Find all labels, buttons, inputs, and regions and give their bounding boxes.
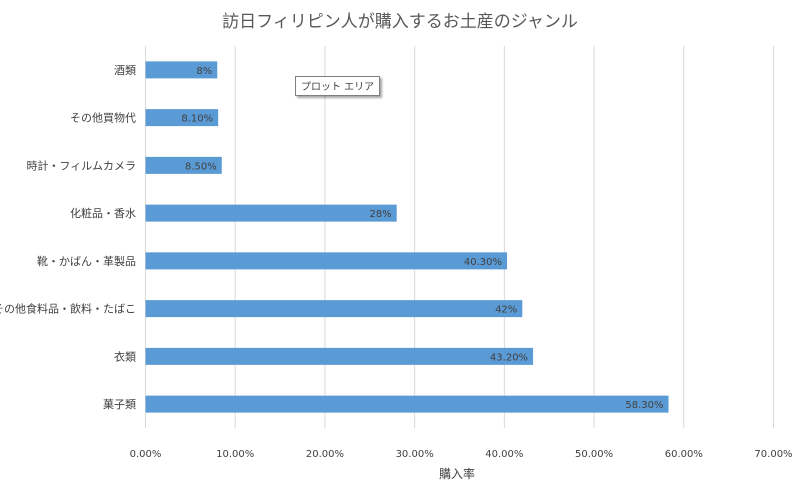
data-label: 43.20%: [490, 352, 528, 363]
bar: [145, 61, 218, 79]
x-tick-label: 70.00%: [754, 449, 792, 460]
x-tick-label: 60.00%: [665, 449, 703, 460]
x-tick-label: 10.00%: [216, 449, 254, 460]
category-label: 酒類: [114, 64, 136, 77]
category-label: 菓子類: [103, 398, 136, 411]
plot-area-tooltip: プロット エリア: [295, 76, 381, 96]
category-label: 化粧品・香水: [70, 206, 136, 220]
bar: [145, 156, 222, 174]
data-label: 40.30%: [464, 257, 502, 268]
data-label: 8.10%: [181, 114, 213, 125]
x-tick-label: 0.00%: [130, 449, 162, 460]
x-tick-labels: 0.00% 10.00% 20.00% 30.00% 40.00% 50.00% 60.00…: [130, 449, 793, 460]
data-label: 42%: [495, 305, 517, 316]
x-tick-label: 40.00%: [485, 449, 523, 460]
category-label: その他食料品・飲料・たばこ: [0, 302, 136, 316]
data-label: 28%: [369, 209, 391, 220]
category-label: その他買物代: [70, 111, 136, 125]
data-label: 58.30%: [625, 400, 663, 411]
bar: [145, 252, 508, 270]
bar: [145, 300, 523, 318]
category-label: 衣類: [114, 349, 136, 363]
bars: 8% 8.10% 8.50% 28% 40.30% 42% 43.20% 58.30%: [145, 61, 669, 413]
bar: [145, 395, 669, 413]
bar: [145, 347, 534, 365]
data-label: 8%: [196, 66, 212, 77]
category-labels: 酒類その他買物代時計・フィルムカメラ化粧品・香水靴・かばん・革製品その他食料品・…: [0, 64, 136, 411]
category-label: 時計・フィルムカメラ: [26, 158, 136, 172]
category-label: 靴・かばん・革製品: [37, 254, 136, 268]
data-label: 8.50%: [185, 161, 217, 172]
bar: [145, 204, 397, 222]
x-tick-label: 20.00%: [306, 449, 344, 460]
x-tick-label: 50.00%: [575, 449, 613, 460]
chart-title: 訪日フィリピン人が購入するお土産のジャンル: [222, 12, 578, 32]
x-tick-label: 30.00%: [396, 449, 434, 460]
x-axis-title: 購入率: [439, 466, 475, 481]
bar: [145, 109, 219, 127]
gridlines: [145, 46, 774, 428]
